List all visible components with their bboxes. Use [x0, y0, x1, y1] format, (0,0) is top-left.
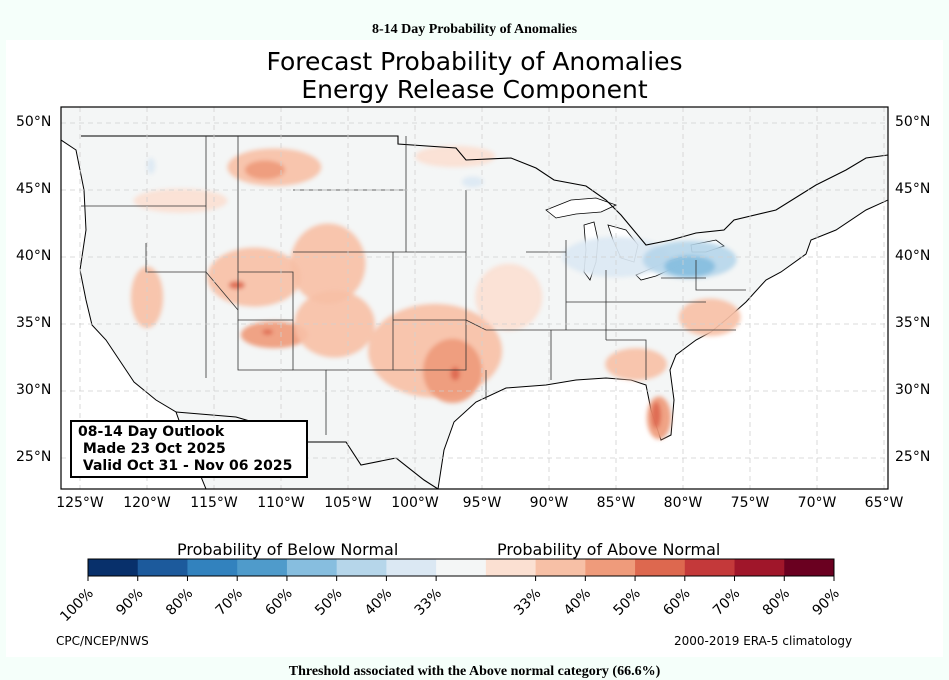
colorbar-tick-label: 40% [561, 586, 594, 619]
outlook-made-date: Made 23 Oct 2025 [78, 441, 226, 457]
colorbar-tick-label: 40% [362, 586, 395, 619]
anomaly-region-colorado-wyoming [290, 223, 366, 304]
lat-tick-label-left: 45°N [16, 181, 52, 197]
colorbar: 100% 90% 80% 70% 60% 50% 40% 33% 33% 40% 50% 60% 70%… [57, 558, 843, 626]
colorbar-segment [187, 559, 238, 576]
anomaly-region-ohio-valley [562, 236, 670, 278]
anomaly-region-arizona-core [262, 329, 273, 335]
lat-tick-label-left: 35°N [16, 315, 52, 331]
lon-tick-label: 110°W [257, 495, 305, 511]
colorbar-segment [336, 559, 387, 576]
lon-tick-label: 65°W [864, 495, 904, 511]
colorbar-segment [635, 559, 686, 576]
lat-tick-label-left: 30°N [16, 382, 52, 398]
threshold-caption: Threshold associated with the Above norm… [288, 664, 661, 679]
colorbar-segment [485, 559, 537, 576]
colorbar-tick-label: 50% [312, 586, 345, 619]
colorbar-segment [137, 559, 188, 576]
colorbar-tick-label: 60% [660, 586, 693, 619]
lon-tick-label: 120°W [123, 495, 171, 511]
lat-tick-label-right: 40°N [895, 248, 931, 264]
colorbar-segment [88, 559, 139, 576]
colorbar-tick-label: 100% [57, 586, 97, 626]
outlook-info-box: 08-14 Day Outlook Made 23 Oct 2025 Valid… [70, 420, 308, 478]
anomaly-region-arizona [240, 321, 308, 349]
colorbar-frame [87, 558, 835, 577]
anomaly-map [60, 106, 889, 490]
lat-tick-label-right: 25°N [895, 449, 931, 465]
colorbar-segment [585, 559, 636, 576]
colorbar-segment [386, 559, 437, 576]
colorbar-tick-label: 60% [262, 586, 295, 619]
anomaly-region-great-basin-utah [207, 247, 302, 307]
colorbar-segment [237, 559, 288, 576]
anomaly-region-washington-small [147, 157, 156, 174]
above-normal-label: Probability of Above Normal [497, 540, 721, 559]
us-canada-border [81, 135, 888, 246]
colorbar-tick-label: 90% [113, 586, 146, 619]
outlook-valid-range: Valid Oct 31 - Nov 06 2025 [78, 458, 293, 474]
lat-tick-label-left: 40°N [16, 248, 52, 264]
anomaly-region-carolinas [678, 298, 741, 337]
lon-tick-label: 125°W [56, 495, 104, 511]
lon-tick-label: 105°W [324, 495, 372, 511]
anomaly-region-minnesota-small [461, 176, 484, 188]
anomaly-region-north-dakota [415, 145, 496, 168]
forecast-figure: Forecast Probability of Anomalies Energy… [6, 40, 943, 657]
colorbar-segment [436, 559, 487, 576]
anomaly-region-georgia [605, 348, 667, 381]
colorbar-tick-label: 33% [412, 586, 445, 619]
anomaly-region-florida-core [651, 401, 661, 429]
colorbar-tick-label: 80% [760, 586, 793, 619]
page-heading: 8-14 Day Probability of Anomalies [371, 22, 578, 37]
colorbar-segment [286, 559, 338, 576]
outlook-title: 08-14 Day Outlook [78, 424, 225, 440]
anomaly-region-west-virginia-core [664, 255, 716, 278]
state-borders [81, 136, 746, 435]
anomaly-region-utah-core [228, 281, 245, 290]
lat-tick-label-right: 35°N [895, 315, 931, 331]
credit-agency: CPC/NCEP/NWS [56, 634, 149, 648]
colorbar-tick-label: 33% [511, 586, 544, 619]
colorbar-segment [784, 559, 835, 576]
lon-tick-label: 75°W [730, 495, 770, 511]
lon-tick-label: 95°W [462, 495, 502, 511]
lake-superior [545, 197, 618, 219]
map-frame [60, 106, 889, 490]
colorbar-tick-label: 70% [213, 586, 246, 619]
colorbar-tick-label: 50% [611, 586, 644, 619]
lat-tick-label-right: 45°N [895, 181, 931, 197]
lon-tick-label: 85°W [596, 495, 636, 511]
colorbar-segment [734, 559, 785, 576]
lat-tick-label-right: 50°N [895, 114, 931, 130]
anomaly-region-montana-core [244, 160, 286, 180]
colorbar-segment [684, 559, 736, 576]
lon-tick-label: 80°W [663, 495, 703, 511]
lon-tick-label: 90°W [529, 495, 569, 511]
lat-tick-label-left: 25°N [16, 449, 52, 465]
below-normal-label: Probability of Below Normal [177, 540, 399, 559]
anomaly-region-missouri-arkansas [475, 263, 543, 331]
colorbar-tick-label: 80% [163, 586, 196, 619]
lon-tick-label: 115°W [190, 495, 238, 511]
colorbar-segment [535, 559, 586, 576]
colorbar-tick-label: 70% [710, 586, 743, 619]
lat-tick-label-left: 50°N [16, 114, 52, 130]
gulf-of-mexico [437, 199, 888, 489]
lon-tick-label: 70°W [797, 495, 837, 511]
lat-tick-label-right: 30°N [895, 382, 931, 398]
credit-climatology: 2000-2019 ERA-5 climatology [674, 634, 853, 648]
anomaly-region-idaho-oregon [133, 188, 228, 213]
figure-subtitle: Energy Release Component [301, 75, 648, 104]
lon-tick-label: 100°W [391, 495, 439, 511]
figure-title: Forecast Probability of Anomalies [266, 47, 683, 76]
colorbar-tick-label: 90% [810, 586, 843, 619]
